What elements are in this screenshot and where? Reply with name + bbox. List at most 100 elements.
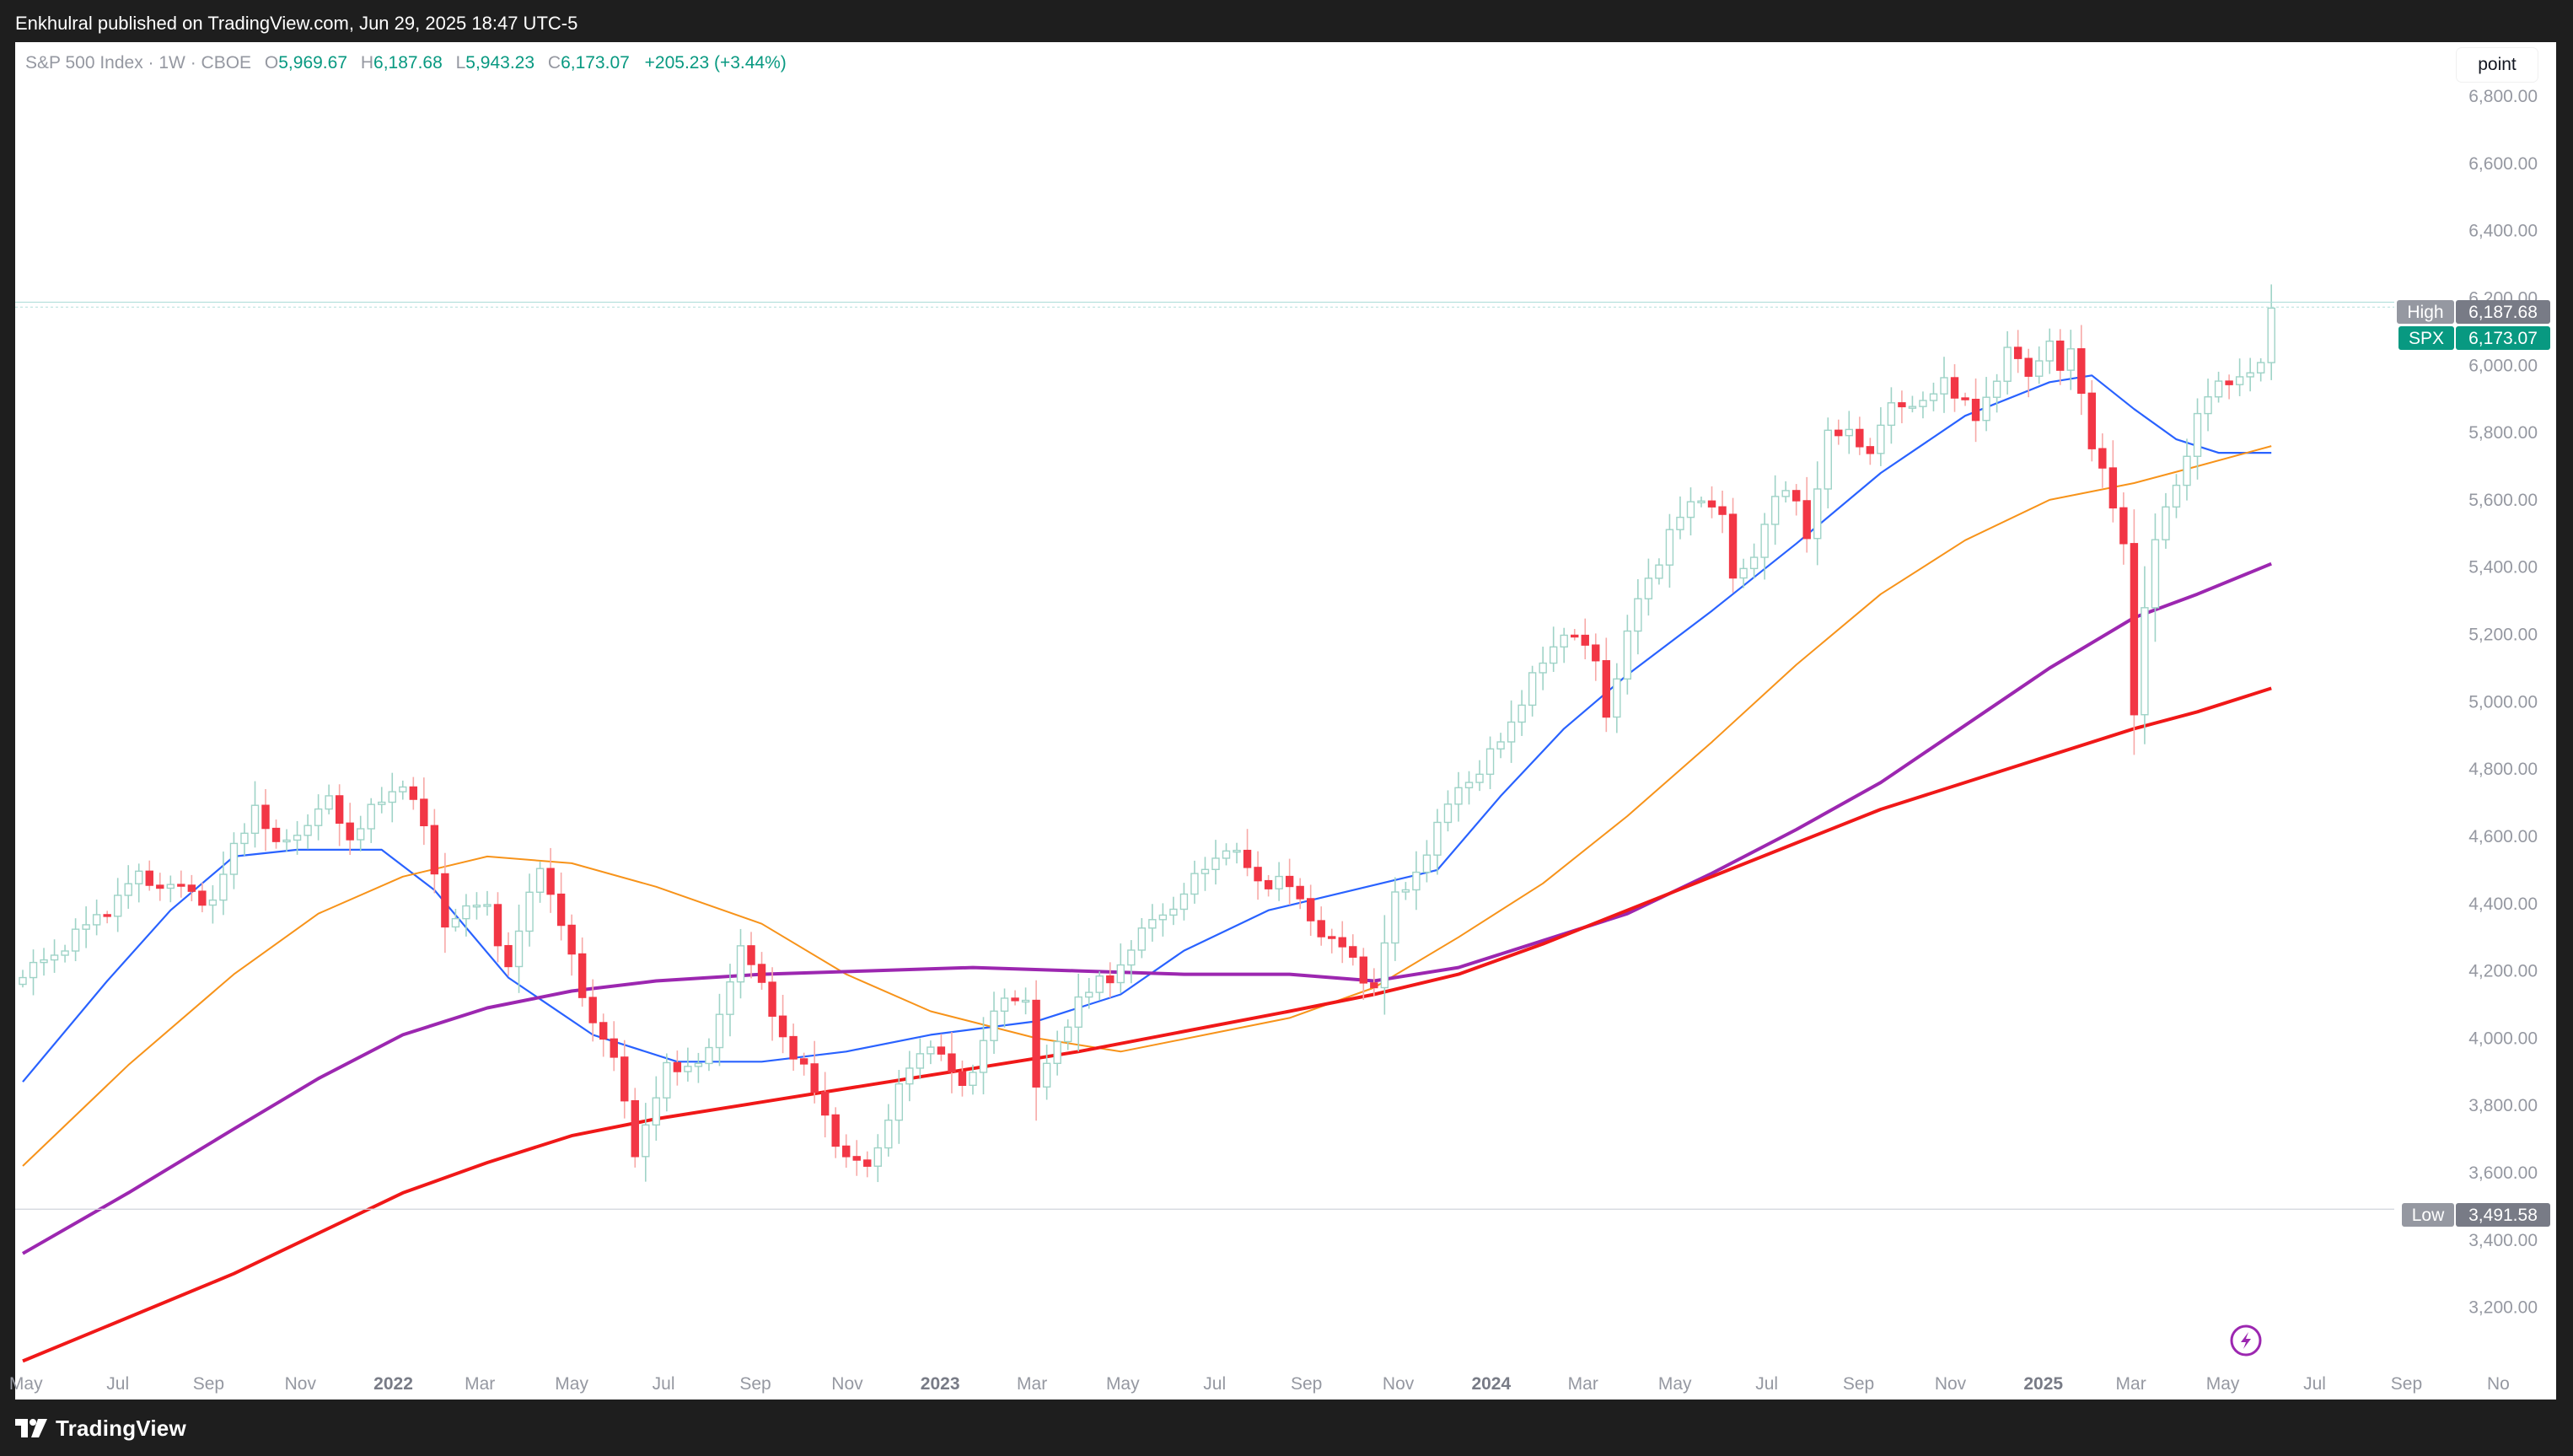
time-axis: May Jul Sep Nov 2022 Mar May Jul Sep Nov 2023 Mar Ma… [9,1374,2510,1394]
candle-body [631,1099,639,1158]
candle-body [1824,429,1832,490]
candle-body [1063,1026,1072,1043]
candle-body [1254,867,1262,882]
spx-badge-value: 6,173.07 [2468,329,2538,348]
candle-body [873,1147,882,1167]
y-tick-label: 4,600.00 [2468,827,2538,846]
candle-body [430,825,439,875]
x-tick-label: Nov [831,1374,863,1394]
candle-body [1158,914,1168,921]
candle-body [1401,889,1410,893]
scale-mode-button[interactable]: point [2457,48,2538,82]
candle-body [2183,455,2191,486]
y-tick-label: 6,400.00 [2468,222,2538,241]
candle-body [556,893,566,927]
candle-body [1359,956,1367,984]
candle-body [504,944,513,968]
candle-body [335,795,344,825]
legend-open-value: 5,969.67 [278,53,347,73]
candle-body [1813,488,1822,540]
reference-lines [15,301,2394,1210]
tradingview-logo[interactable]: TradingView [15,1415,186,1442]
high-badge-label-box [2397,300,2454,324]
candle-body [1760,524,1769,558]
candle-body [894,1083,904,1121]
low-badge-label: Low [2412,1206,2445,1225]
publisher-text: Enkhulral published on TradingView.com, … [15,13,578,34]
candle-body [2214,380,2223,398]
candle-body [1328,936,1336,939]
candle-body [1665,529,1674,566]
candle-body [1011,997,1019,1002]
spx-badge-label-box [2398,326,2454,350]
candle-body [19,976,27,986]
candle-body [61,950,69,956]
candle-body [1707,500,1716,508]
candle-body [937,1046,946,1055]
candle-body [1655,564,1663,579]
candle-body [2256,362,2265,373]
candle-body [388,791,396,803]
candle-body [642,1124,650,1158]
candle-body [1634,598,1642,632]
x-tick-label: May [1658,1374,1692,1394]
legend-close-value: 6,173.07 [561,53,630,73]
x-tick-label: 2022 [373,1374,413,1394]
candle-body [863,1159,872,1167]
y-tick-label: 4,400.00 [2468,895,2538,914]
candle-body [599,1022,608,1040]
candle-body [219,873,228,901]
candle-body [493,904,502,947]
candle-body [778,1015,787,1038]
candle-body [1908,406,1917,409]
lightning-icon[interactable] [2230,1324,2262,1357]
legend-symbol: S&P 500 Index · 1W · CBOE [25,53,252,73]
candle-body [208,899,218,906]
candle-body [420,798,428,827]
candle-body [29,961,38,979]
low-badge-label-box [2402,1203,2454,1227]
candle-body [1791,490,1801,502]
candle-body [2013,347,2022,359]
candle-body [2077,348,2086,395]
candle-body [472,905,481,908]
candle-body [2172,484,2181,508]
x-tick-label: Mar [1017,1374,1047,1394]
legend-high-value: 6,187.68 [373,53,443,73]
y-tick-label: 5,000.00 [2468,692,2538,712]
high-badge: High 6,187.68 [2397,300,2550,324]
candle-body [1961,397,1969,400]
candle-body [50,954,59,961]
ma-line-4 [22,686,2272,1363]
candle-body [525,891,534,932]
candle-body [620,1056,629,1102]
candle-body [1179,893,1189,911]
x-tick-label: 2025 [2023,1374,2063,1394]
x-tick-label: May [2206,1374,2240,1394]
price-axis: 3,200.00 3,400.00 3,600.00 3,800.00 4,000.00… [2468,87,2538,1318]
candle-body [884,1119,893,1149]
chart-panel[interactable] [15,42,2556,1400]
high-badge-value-box [2456,300,2550,324]
candle-body [1528,672,1537,707]
candle-body [1095,975,1104,993]
candle-body [1243,849,1252,868]
candle-body [1877,424,1885,454]
candle-body [156,884,164,889]
candle-body [1940,377,1948,395]
candle-body [1623,630,1632,680]
candle-body [1148,919,1157,929]
moving-averages [22,374,2272,1363]
legend-open-label: O [264,53,279,73]
candle-body [1485,748,1495,776]
candle-body [577,953,587,998]
candle-body [958,1071,967,1086]
candle-body [271,827,281,842]
x-tick-label: May [1106,1374,1140,1394]
candle-body [135,870,143,884]
candle-body [2204,396,2212,415]
candle-body [567,924,576,955]
candle-body [1517,704,1526,723]
candle-body [1898,402,1906,408]
